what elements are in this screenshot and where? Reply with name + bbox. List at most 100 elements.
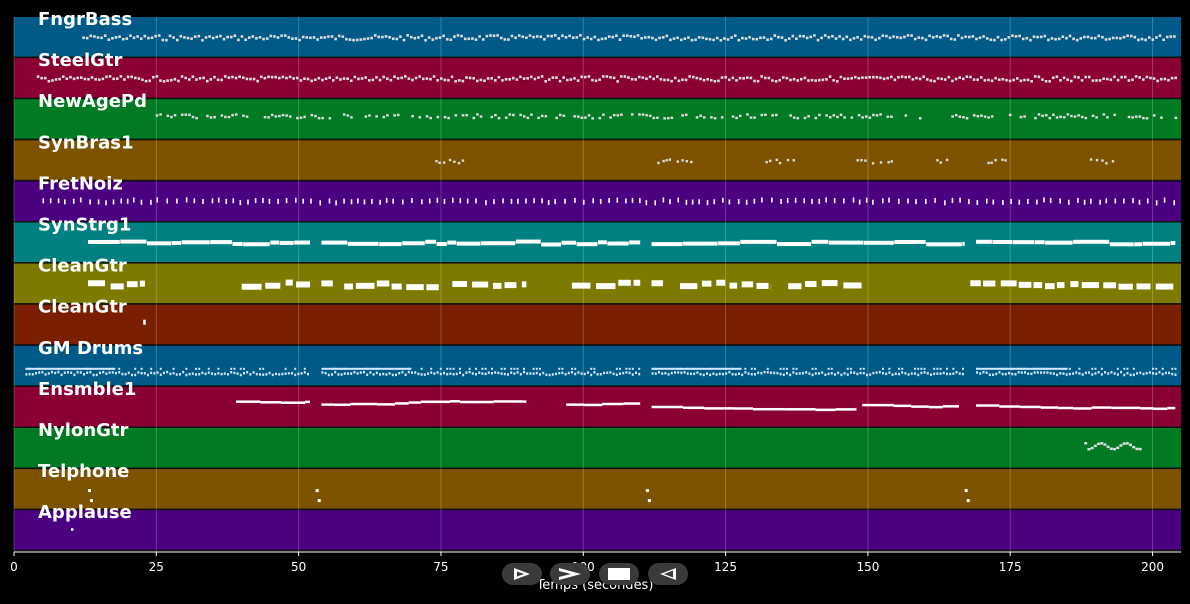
note-mark (647, 35, 651, 39)
note-mark (598, 78, 601, 81)
note-mark (731, 76, 735, 80)
note-mark (417, 372, 420, 376)
note-mark (93, 35, 96, 38)
note-mark (835, 408, 857, 411)
note-mark (134, 373, 137, 377)
note-mark (1073, 75, 1077, 79)
forward-button[interactable] (550, 563, 590, 585)
note-mark (1008, 79, 1012, 83)
note-mark (888, 371, 891, 374)
note-mark (198, 76, 202, 80)
note-mark (51, 79, 54, 82)
note-mark (639, 198, 641, 204)
note-mark (615, 367, 618, 370)
note-mark (241, 76, 245, 79)
note-mark (745, 76, 749, 79)
note-mark (791, 34, 795, 38)
note-mark (825, 197, 827, 203)
note-mark (875, 114, 879, 117)
note-mark (1073, 115, 1077, 118)
track-lane (14, 304, 1181, 345)
note-mark (217, 197, 220, 203)
note-mark (947, 75, 951, 79)
note-mark (300, 372, 303, 375)
note-mark (862, 367, 865, 370)
note-mark (881, 371, 884, 375)
note-mark (789, 78, 792, 82)
note-mark (568, 34, 571, 38)
note-mark (779, 367, 782, 370)
note-mark (25, 367, 116, 370)
note-mark (796, 79, 799, 82)
note-mark (144, 79, 148, 83)
note-mark (1126, 34, 1129, 38)
note-mark (729, 282, 738, 289)
note-mark (781, 76, 785, 79)
note-mark (58, 77, 61, 81)
note-mark (150, 199, 152, 205)
note-mark (735, 79, 738, 82)
rewind-button[interactable] (648, 563, 688, 585)
note-mark (373, 34, 377, 37)
note-mark (1021, 37, 1025, 41)
play-button[interactable] (502, 563, 542, 585)
note-mark (1093, 444, 1097, 448)
note-mark (666, 117, 670, 120)
note-mark (1169, 35, 1173, 38)
note-mark (843, 372, 846, 375)
note-mark (898, 198, 900, 204)
note-mark (227, 115, 231, 119)
note-mark (788, 283, 802, 290)
note-mark (741, 36, 744, 40)
note-mark (683, 371, 686, 374)
note-mark (1030, 79, 1033, 83)
note-mark (792, 371, 795, 374)
note-mark (997, 78, 1001, 81)
note-mark (1110, 371, 1113, 374)
note-mark (990, 79, 994, 83)
note-mark (159, 367, 162, 370)
note-mark (386, 114, 389, 117)
note-mark (184, 113, 188, 116)
note-mark (105, 75, 108, 79)
note-mark (303, 115, 306, 119)
note-mark (985, 37, 989, 40)
note-mark (447, 240, 457, 245)
note-mark (833, 198, 836, 204)
note-mark (878, 370, 881, 374)
note-mark (803, 198, 805, 204)
note-mark (705, 372, 708, 375)
note-mark (691, 75, 695, 79)
note-mark (1069, 79, 1073, 83)
note-mark (439, 367, 442, 370)
note-mark (1044, 283, 1055, 290)
note-mark (821, 280, 838, 287)
note-mark (558, 79, 562, 83)
note-mark (532, 372, 535, 375)
note-mark (379, 373, 382, 376)
track-label: SynStrg1 (38, 215, 131, 236)
note-mark (258, 367, 261, 370)
note-mark (1033, 371, 1036, 374)
stop-button[interactable] (599, 563, 639, 585)
note-mark (339, 78, 342, 81)
note-mark (1168, 371, 1171, 375)
note-mark (346, 114, 350, 117)
note-mark (73, 373, 76, 377)
note-mark (616, 80, 619, 83)
note-mark (1056, 282, 1065, 289)
note-mark (191, 115, 195, 119)
note-mark (925, 198, 927, 204)
note-mark (976, 78, 979, 81)
play-icon (514, 568, 530, 580)
note-mark (609, 116, 612, 119)
note-mark (895, 36, 899, 39)
note-mark (430, 367, 433, 370)
note-mark (863, 240, 894, 245)
note-mark (494, 113, 497, 117)
note-mark (846, 77, 850, 80)
note-mark (544, 79, 547, 83)
note-mark (64, 199, 66, 205)
note-mark (258, 36, 262, 39)
note-mark (479, 115, 483, 118)
